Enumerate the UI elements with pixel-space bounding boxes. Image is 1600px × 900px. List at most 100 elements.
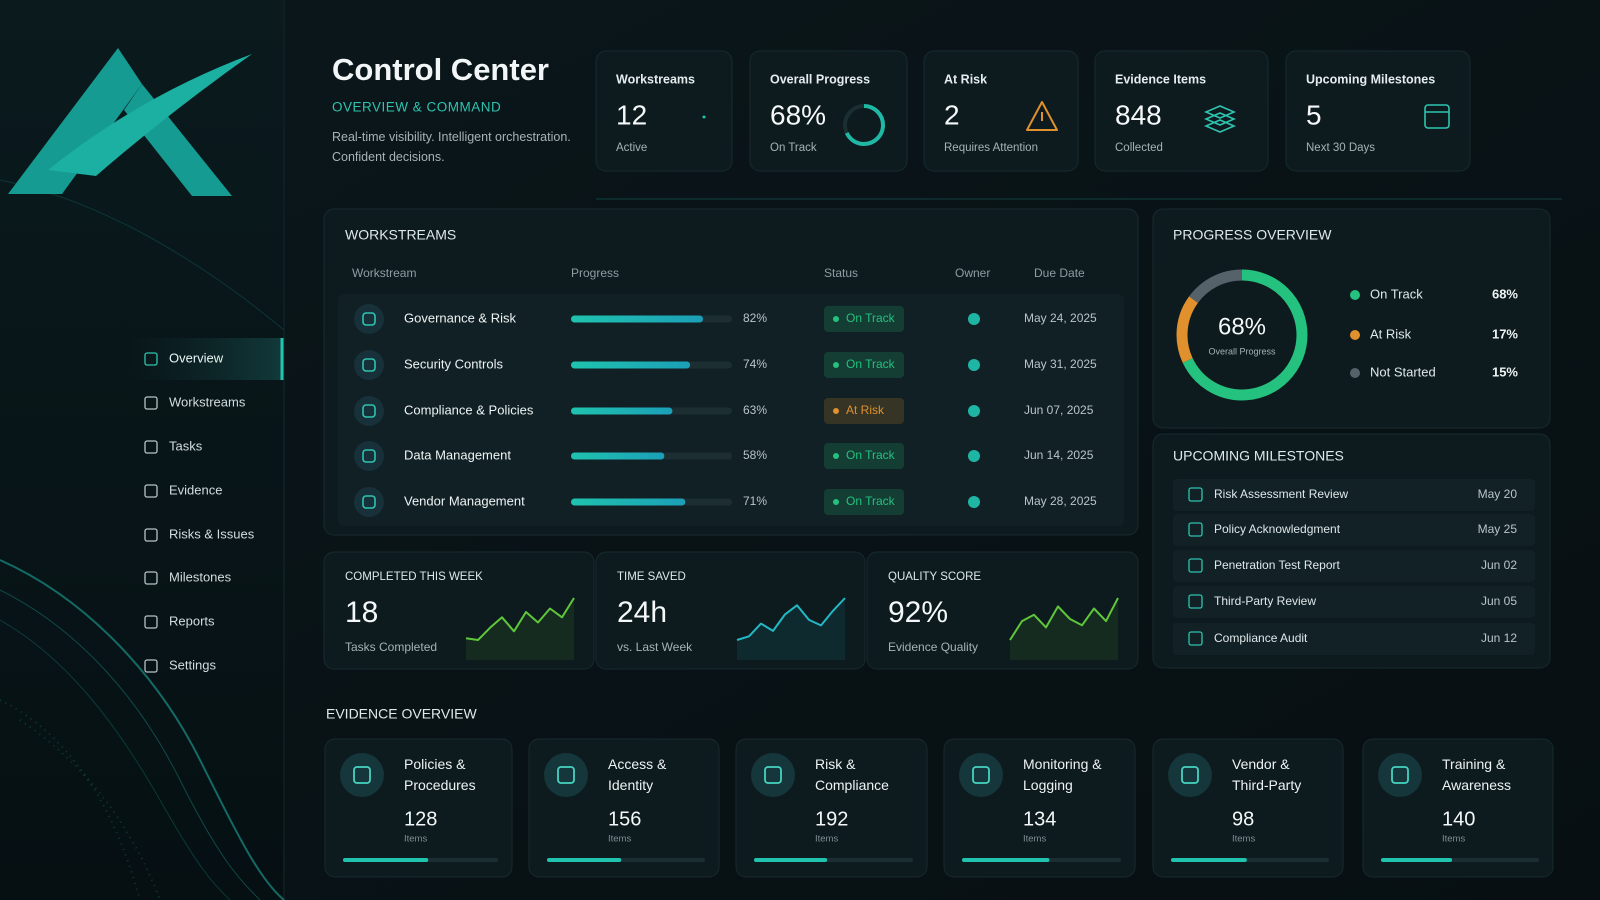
- progress-label: 63%: [743, 403, 767, 417]
- kpi-value: 5: [1306, 99, 1322, 130]
- kpi-value: 12: [616, 99, 647, 130]
- evidence-unit: Items: [1442, 834, 1465, 845]
- nav-item[interactable]: Milestones: [169, 569, 232, 584]
- nav-icon: [144, 571, 158, 585]
- kpi-card: [923, 50, 1079, 172]
- milestone-icon: [1188, 631, 1203, 646]
- due-date: May 28, 2025: [1024, 494, 1097, 508]
- kpi-label: Overall Progress: [770, 72, 870, 86]
- donut-segment: [1176, 269, 1308, 401]
- evidence-unit: Items: [1023, 834, 1046, 845]
- column-header: Workstream: [352, 266, 416, 280]
- calendar-icon: [1424, 104, 1450, 129]
- stat-caption: Evidence Quality: [888, 640, 978, 654]
- milestone-name: Penetration Test Report: [1214, 558, 1341, 572]
- evidence-bar: [343, 858, 429, 862]
- progress-label: 71%: [743, 494, 767, 508]
- evidence-count: 140: [1442, 808, 1475, 830]
- kpi-caption: On Track: [770, 142, 817, 154]
- progress-panel: [1152, 208, 1551, 429]
- milestone-name: Policy Acknowledgment: [1214, 522, 1341, 536]
- nav-icon: [144, 615, 158, 629]
- page-subtitle: OVERVIEW & COMMAND: [332, 100, 501, 115]
- evidence-name: Risk & Compliance: [815, 756, 889, 793]
- nav-item[interactable]: Settings: [169, 657, 216, 672]
- column-header: Status: [824, 266, 858, 280]
- status-badge: [824, 352, 904, 378]
- nav-icon: [144, 484, 158, 498]
- evidence-bar: [547, 858, 622, 862]
- kpi-ring: [843, 104, 885, 146]
- layers-icon: [1203, 105, 1237, 119]
- status-dot: [833, 453, 839, 459]
- stat-card: [866, 551, 1139, 670]
- progress-bar: [571, 498, 686, 506]
- owner-avatar: [968, 313, 980, 325]
- evidence-icon-bg: [544, 753, 588, 797]
- progress-bar: [571, 315, 704, 323]
- sparkline: [736, 597, 846, 641]
- nav-item[interactable]: Risks & Issues: [169, 526, 255, 541]
- evidence-icon: [1181, 766, 1199, 784]
- nav-item[interactable]: Evidence: [169, 482, 222, 497]
- nav-item[interactable]: Reports: [169, 613, 215, 628]
- workstream-name: Security Controls: [404, 356, 503, 371]
- layers-icon: [1203, 119, 1237, 133]
- nav-item[interactable]: Overview: [169, 350, 224, 365]
- legend-dot: [1350, 368, 1360, 378]
- status-dot: [833, 499, 839, 505]
- row-icon: [362, 358, 376, 372]
- stat-value: 24h: [617, 596, 667, 629]
- evidence-name: Vendor & Third-Party: [1232, 756, 1301, 793]
- nav-item[interactable]: Workstreams: [169, 394, 246, 409]
- panel-title: PROGRESS OVERVIEW: [1173, 227, 1332, 243]
- evidence-unit: Items: [815, 834, 838, 845]
- legend-value: 68%: [1492, 286, 1518, 301]
- milestone-row: [1173, 514, 1535, 546]
- evidence-unit: Items: [608, 834, 631, 845]
- row-icon: [362, 404, 376, 418]
- milestone-icon: [1188, 522, 1203, 537]
- progress-label: 82%: [743, 311, 767, 325]
- milestone-icon: [1188, 594, 1203, 609]
- status-text: At Risk: [846, 403, 885, 417]
- kpi-caption: Active: [616, 142, 647, 154]
- stat-value: 18: [345, 596, 378, 629]
- nav-icon: [144, 528, 158, 542]
- status-badge: [824, 398, 904, 424]
- nav-item[interactable]: Tasks: [169, 438, 203, 453]
- workstream-name: Governance & Risk: [404, 310, 516, 325]
- kpi-label: At Risk: [944, 72, 987, 86]
- kpi-card: [595, 50, 733, 172]
- owner-avatar: [968, 450, 980, 462]
- due-date: May 31, 2025: [1024, 357, 1097, 371]
- evidence-name: Access & Identity: [608, 756, 667, 793]
- status-text: On Track: [846, 357, 896, 371]
- kpi-card: [749, 50, 908, 172]
- row-icon: [362, 495, 376, 509]
- owner-avatar: [968, 405, 980, 417]
- milestone-name: Risk Assessment Review: [1214, 487, 1348, 501]
- kpi-label: Upcoming Milestones: [1306, 72, 1435, 86]
- milestone-date: Jun 12: [1481, 631, 1517, 645]
- milestone-date: May 20: [1478, 487, 1518, 501]
- progress-bar: [571, 452, 665, 460]
- evidence-count: 98: [1232, 808, 1254, 830]
- kpi-caption: Next 30 Days: [1306, 142, 1375, 154]
- status-text: On Track: [846, 494, 896, 508]
- nav-icon: [144, 659, 158, 673]
- milestone-name: Compliance Audit: [1214, 631, 1308, 645]
- evidence-bar: [962, 858, 1050, 862]
- evidence-name: Training & Awareness: [1442, 756, 1511, 793]
- page-title: Control Center: [332, 52, 549, 87]
- evidence-unit: Items: [1232, 834, 1255, 845]
- status-text: On Track: [846, 448, 896, 462]
- sparkline: [465, 597, 575, 641]
- milestone-row: [1173, 550, 1535, 582]
- row-icon: [362, 449, 376, 463]
- row-icon-bg: [354, 304, 384, 334]
- section-title: EVIDENCE OVERVIEW: [326, 706, 477, 722]
- milestone-date: Jun 02: [1481, 558, 1517, 572]
- nav-icon: [144, 440, 158, 454]
